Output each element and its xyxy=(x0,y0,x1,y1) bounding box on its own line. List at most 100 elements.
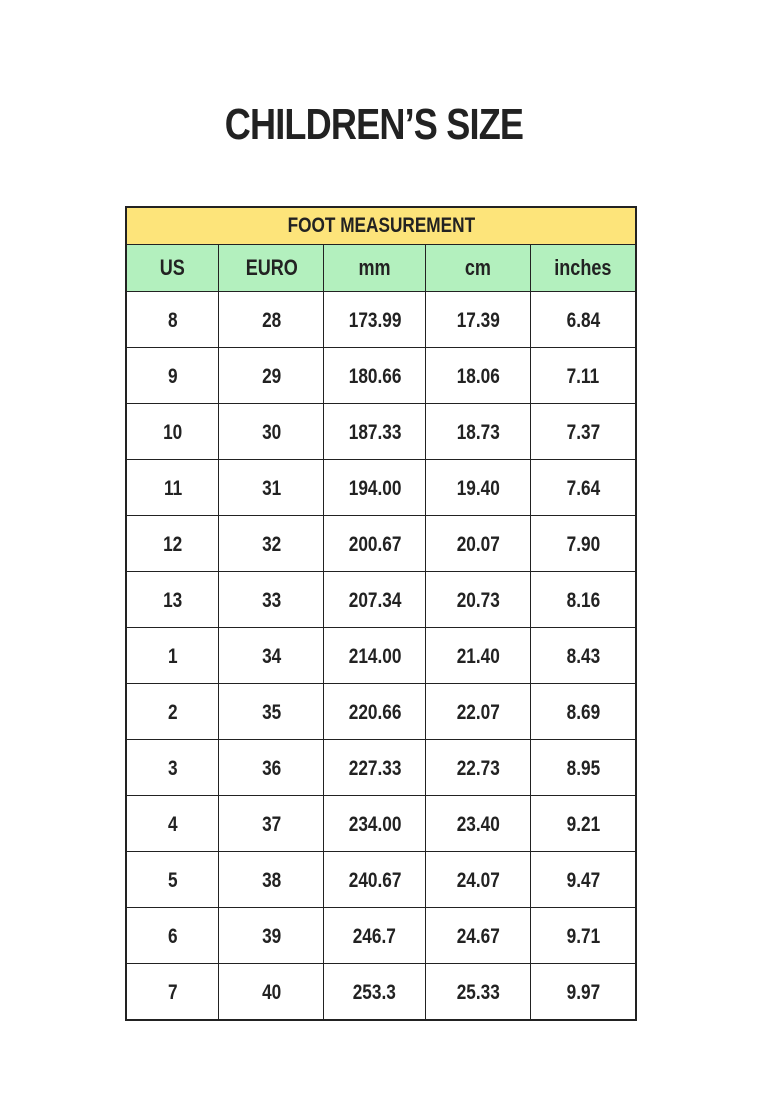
table-cell: 24.67 xyxy=(425,907,531,964)
table-row: 5 38 240.67 24.07 9.47 xyxy=(125,851,637,908)
cell-text: 7 xyxy=(167,980,178,1004)
cell-text: 246.7 xyxy=(353,924,397,948)
cell-text: 19.40 xyxy=(456,476,500,500)
cell-text: 9 xyxy=(167,364,178,388)
table-cell: 234.00 xyxy=(323,795,427,852)
header-row: US EURO mm cm inches xyxy=(125,244,637,292)
cell-text: 23.40 xyxy=(456,812,500,836)
cell-text: 8.69 xyxy=(566,700,600,724)
cell-text: 207.34 xyxy=(348,588,402,612)
table-cell: 31 xyxy=(218,459,325,516)
cell-text: 20.73 xyxy=(456,588,500,612)
table-cell: 200.67 xyxy=(323,515,427,572)
cell-text: 8.43 xyxy=(566,644,600,668)
cell-text: 214.00 xyxy=(348,644,402,668)
table-cell: 34 xyxy=(218,627,325,684)
table-cell: 20.73 xyxy=(425,571,531,628)
cell-text: 253.3 xyxy=(353,980,397,1004)
table-cell: 6 xyxy=(125,907,220,964)
table-caption-text: FOOT MEASUREMENT xyxy=(287,214,475,237)
table-cell: 18.06 xyxy=(425,347,531,404)
table-row: 12 32 200.67 20.07 7.90 xyxy=(125,515,637,572)
cell-text: 220.66 xyxy=(348,700,402,724)
cell-text: 180.66 xyxy=(348,364,402,388)
table-cell: 12 xyxy=(125,515,220,572)
column-header-text: mm xyxy=(358,255,391,280)
table-cell: 17.39 xyxy=(425,291,531,348)
table-cell: 227.33 xyxy=(323,739,427,796)
cell-text: 30 xyxy=(261,420,281,444)
cell-text: 28 xyxy=(261,308,281,332)
cell-text: 21.40 xyxy=(456,644,500,668)
cell-text: 10 xyxy=(163,420,183,444)
size-chart-table: FOOT MEASUREMENT US EURO mm cm inches 8 28 173… xyxy=(125,206,637,1021)
table-cell: 246.7 xyxy=(323,907,427,964)
cell-text: 6 xyxy=(167,924,178,948)
table-cell: 173.99 xyxy=(323,291,427,348)
column-header: EURO xyxy=(218,244,325,292)
cell-text: 234.00 xyxy=(348,812,402,836)
cell-text: 24.07 xyxy=(456,868,500,892)
table-cell: 32 xyxy=(218,515,325,572)
column-header-text: US xyxy=(160,255,186,280)
cell-text: 194.00 xyxy=(348,476,402,500)
column-header-text: cm xyxy=(465,255,492,280)
table-cell: 7.11 xyxy=(529,347,637,404)
cell-text: 7.37 xyxy=(566,420,600,444)
table-cell: 9 xyxy=(125,347,220,404)
table-cell: 21.40 xyxy=(425,627,531,684)
cell-text: 240.67 xyxy=(348,868,402,892)
table-cell: 18.73 xyxy=(425,403,531,460)
cell-text: 173.99 xyxy=(348,308,402,332)
cell-text: 6.84 xyxy=(566,308,600,332)
cell-text: 12 xyxy=(163,532,183,556)
table-cell: 187.33 xyxy=(323,403,427,460)
cell-text: 7.11 xyxy=(566,364,600,388)
column-header-text: inches xyxy=(554,255,612,280)
table-cell: 9.97 xyxy=(529,963,637,1021)
table-cell: 19.40 xyxy=(425,459,531,516)
column-header: US xyxy=(125,244,220,292)
cell-text: 13 xyxy=(163,588,183,612)
table-cell: 220.66 xyxy=(323,683,427,740)
table-cell: 29 xyxy=(218,347,325,404)
table-cell: 240.67 xyxy=(323,851,427,908)
cell-text: 29 xyxy=(261,364,281,388)
table-cell: 22.73 xyxy=(425,739,531,796)
cell-text: 17.39 xyxy=(456,308,500,332)
cell-text: 33 xyxy=(261,588,281,612)
cell-text: 37 xyxy=(261,812,281,836)
cell-text: 9.97 xyxy=(566,980,600,1004)
cell-text: 9.21 xyxy=(566,812,600,836)
table-body: 8 28 173.99 17.39 6.84 9 29 180.66 18.06 7.11 10 30… xyxy=(125,291,637,1021)
table-cell: 7.37 xyxy=(529,403,637,460)
table-cell: 8.16 xyxy=(529,571,637,628)
cell-text: 25.33 xyxy=(456,980,500,1004)
table-cell: 22.07 xyxy=(425,683,531,740)
table-cell: 9.71 xyxy=(529,907,637,964)
table-cell: 39 xyxy=(218,907,325,964)
cell-text: 18.73 xyxy=(456,420,500,444)
table-row: 11 31 194.00 19.40 7.64 xyxy=(125,459,637,516)
table-cell: 9.21 xyxy=(529,795,637,852)
table-cell: 8.95 xyxy=(529,739,637,796)
table-row: 10 30 187.33 18.73 7.37 xyxy=(125,403,637,460)
cell-text: 40 xyxy=(261,980,281,1004)
table-cell: 33 xyxy=(218,571,325,628)
table-cell: 180.66 xyxy=(323,347,427,404)
table-row: 1 34 214.00 21.40 8.43 xyxy=(125,627,637,684)
table-cell: 30 xyxy=(218,403,325,460)
table-row: 3 36 227.33 22.73 8.95 xyxy=(125,739,637,796)
cell-text: 18.06 xyxy=(456,364,500,388)
table-cell: 38 xyxy=(218,851,325,908)
column-header-text: EURO xyxy=(245,255,298,280)
table-cell: 23.40 xyxy=(425,795,531,852)
cell-text: 22.73 xyxy=(456,756,500,780)
cell-text: 2 xyxy=(167,700,178,724)
cell-text: 39 xyxy=(261,924,281,948)
table-cell: 7 xyxy=(125,963,220,1021)
cell-text: 227.33 xyxy=(348,756,402,780)
cell-text: 7.64 xyxy=(566,476,600,500)
cell-text: 38 xyxy=(261,868,281,892)
table-row: 6 39 246.7 24.67 9.71 xyxy=(125,907,637,964)
